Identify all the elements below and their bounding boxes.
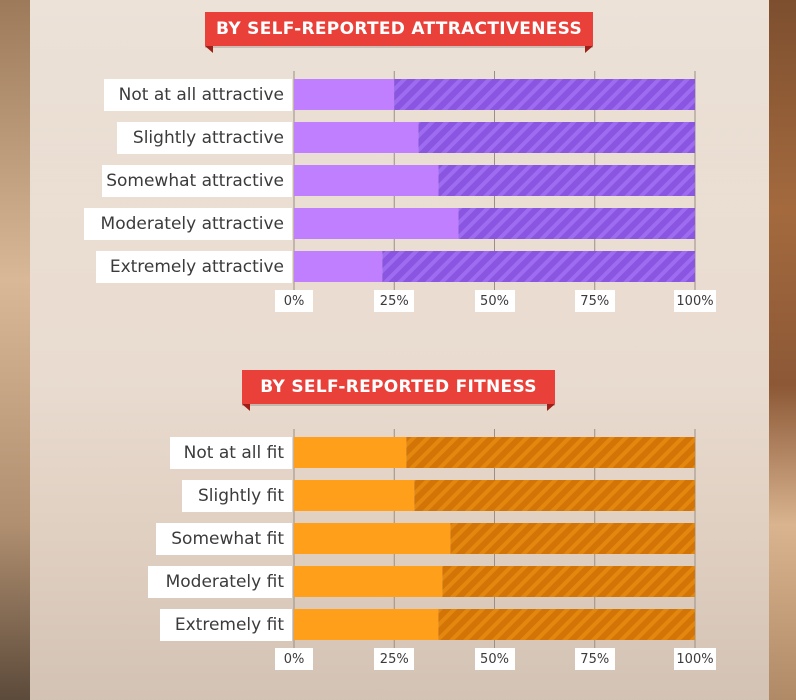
bar-hatched-1-3 (442, 566, 695, 597)
bar-hatched-0-3 (458, 208, 695, 239)
tick-label: 75% (574, 648, 615, 670)
bar-solid-1-4 (294, 609, 439, 640)
bar-hatched-0-4 (382, 251, 695, 282)
tick-label: 75% (574, 290, 615, 312)
category-label: Extremely fit (160, 609, 292, 641)
tick-label: 25% (374, 290, 415, 312)
bar-solid-0-0 (294, 79, 395, 110)
tick-label: 0% (275, 648, 313, 670)
chart-title-fitness: BY SELF-REPORTED FITNESS (242, 370, 555, 411)
background-right (769, 0, 796, 700)
bar-hatched-0-0 (394, 79, 695, 110)
tick-label: 100% (674, 290, 716, 312)
bar-solid-1-0 (294, 437, 407, 468)
bar-solid-0-2 (294, 165, 439, 196)
background-left (0, 0, 30, 700)
tick-label: 25% (374, 648, 415, 670)
category-label: Not at all fit (170, 437, 292, 469)
bar-hatched-0-2 (438, 165, 695, 196)
bar-solid-1-1 (294, 480, 415, 511)
bar-solid-1-3 (294, 566, 443, 597)
tick-label: 50% (474, 290, 515, 312)
tick-label: 0% (275, 290, 313, 312)
category-label: Moderately attractive (84, 208, 292, 240)
category-label: Slightly attractive (117, 122, 292, 154)
bar-hatched-1-2 (450, 523, 695, 554)
category-label: Somewhat attractive (102, 165, 292, 197)
category-label: Slightly fit (182, 480, 292, 512)
bar-solid-0-1 (294, 122, 419, 153)
chart-title-attractiveness: BY SELF-REPORTED ATTRACTIVENESS (205, 12, 593, 53)
bar-hatched-1-1 (414, 480, 695, 511)
tick-label: 100% (674, 648, 716, 670)
category-label: Moderately fit (148, 566, 292, 598)
bar-hatched-1-4 (438, 609, 695, 640)
category-label: Somewhat fit (156, 523, 292, 555)
bar-hatched-0-1 (418, 122, 695, 153)
tick-label: 50% (474, 648, 515, 670)
bar-solid-0-3 (294, 208, 459, 239)
bar-solid-1-2 (294, 523, 451, 554)
category-label: Extremely attractive (96, 251, 292, 283)
bar-hatched-1-0 (406, 437, 695, 468)
bar-solid-0-4 (294, 251, 383, 282)
category-label: Not at all attractive (104, 79, 292, 111)
